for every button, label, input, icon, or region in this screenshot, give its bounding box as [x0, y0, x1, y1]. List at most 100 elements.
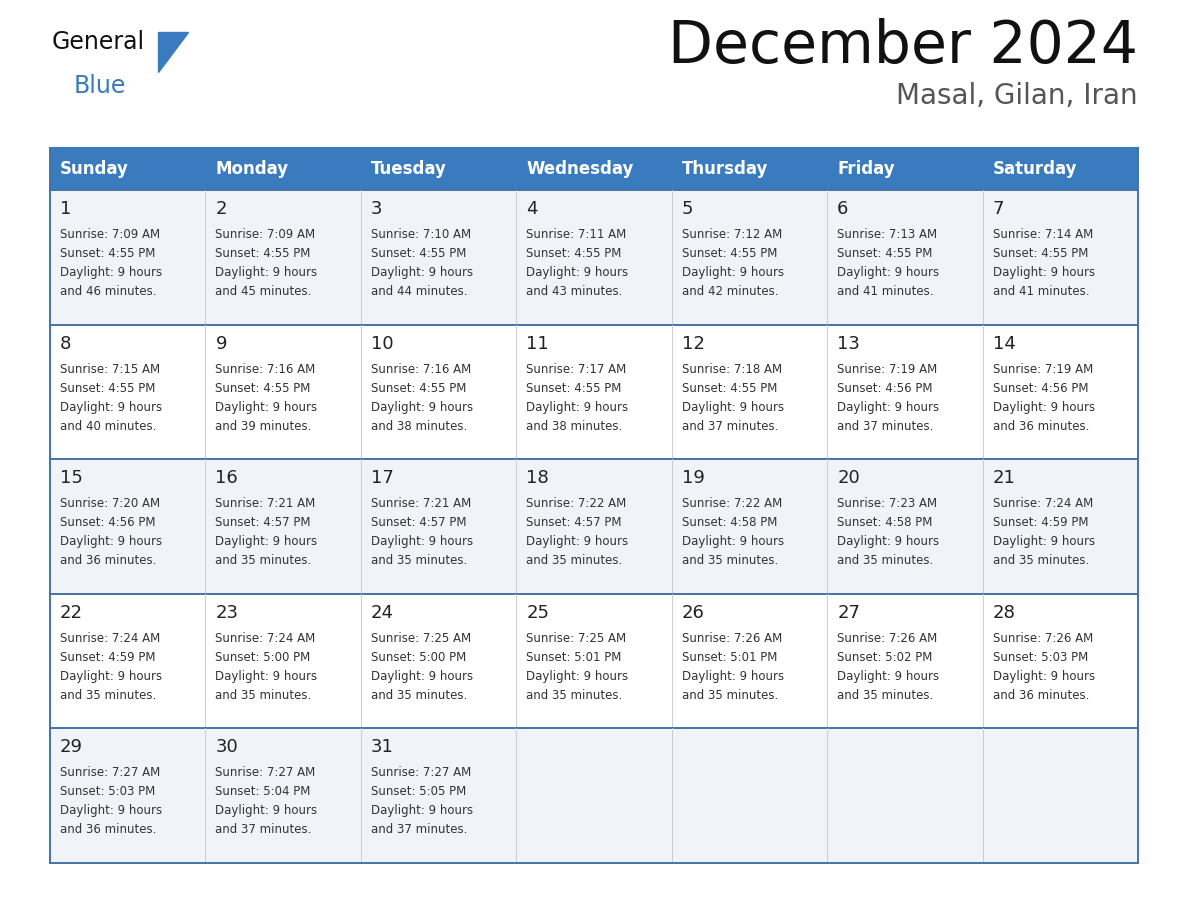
Text: Sunrise: 7:22 AM: Sunrise: 7:22 AM	[682, 498, 782, 510]
Text: and 35 minutes.: and 35 minutes.	[371, 554, 467, 567]
Text: 25: 25	[526, 604, 549, 621]
FancyBboxPatch shape	[517, 148, 671, 190]
Text: and 35 minutes.: and 35 minutes.	[371, 688, 467, 701]
Text: Daylight: 9 hours: Daylight: 9 hours	[215, 670, 317, 683]
Text: and 35 minutes.: and 35 minutes.	[526, 688, 623, 701]
Text: Sunset: 4:55 PM: Sunset: 4:55 PM	[992, 247, 1088, 260]
Text: 14: 14	[992, 334, 1016, 353]
Text: 11: 11	[526, 334, 549, 353]
Text: Daylight: 9 hours: Daylight: 9 hours	[682, 266, 784, 279]
Text: Sunset: 5:04 PM: Sunset: 5:04 PM	[215, 786, 311, 799]
Text: 28: 28	[992, 604, 1016, 621]
Text: Sunset: 4:55 PM: Sunset: 4:55 PM	[838, 247, 933, 260]
Text: 24: 24	[371, 604, 394, 621]
Text: Sunrise: 7:27 AM: Sunrise: 7:27 AM	[215, 767, 316, 779]
Text: Sunrise: 7:12 AM: Sunrise: 7:12 AM	[682, 228, 782, 241]
Text: and 42 minutes.: and 42 minutes.	[682, 285, 778, 298]
Text: Sunset: 4:57 PM: Sunset: 4:57 PM	[371, 516, 467, 529]
FancyBboxPatch shape	[671, 148, 827, 190]
Text: Sunrise: 7:09 AM: Sunrise: 7:09 AM	[61, 228, 160, 241]
Text: Sunset: 4:59 PM: Sunset: 4:59 PM	[61, 651, 156, 664]
Text: Sunrise: 7:16 AM: Sunrise: 7:16 AM	[215, 363, 316, 375]
Text: 26: 26	[682, 604, 704, 621]
Text: and 36 minutes.: and 36 minutes.	[61, 554, 157, 567]
Text: Daylight: 9 hours: Daylight: 9 hours	[992, 670, 1094, 683]
Text: Daylight: 9 hours: Daylight: 9 hours	[526, 670, 628, 683]
Text: and 35 minutes.: and 35 minutes.	[61, 688, 157, 701]
Text: Sunset: 4:55 PM: Sunset: 4:55 PM	[526, 247, 621, 260]
Text: Masal, Gilan, Iran: Masal, Gilan, Iran	[897, 82, 1138, 110]
Text: 17: 17	[371, 469, 393, 487]
FancyBboxPatch shape	[50, 459, 1138, 594]
Text: and 35 minutes.: and 35 minutes.	[215, 554, 311, 567]
Text: 2: 2	[215, 200, 227, 218]
Text: 9: 9	[215, 334, 227, 353]
Text: and 38 minutes.: and 38 minutes.	[526, 420, 623, 432]
Text: Daylight: 9 hours: Daylight: 9 hours	[371, 400, 473, 414]
Text: and 38 minutes.: and 38 minutes.	[371, 420, 467, 432]
Text: Sunrise: 7:27 AM: Sunrise: 7:27 AM	[61, 767, 160, 779]
Text: and 41 minutes.: and 41 minutes.	[838, 285, 934, 298]
Text: Sunrise: 7:19 AM: Sunrise: 7:19 AM	[838, 363, 937, 375]
Text: 15: 15	[61, 469, 83, 487]
FancyBboxPatch shape	[206, 148, 361, 190]
Text: Daylight: 9 hours: Daylight: 9 hours	[992, 266, 1094, 279]
Text: Sunset: 5:03 PM: Sunset: 5:03 PM	[61, 786, 156, 799]
Text: Sunrise: 7:21 AM: Sunrise: 7:21 AM	[215, 498, 316, 510]
Text: 23: 23	[215, 604, 239, 621]
Text: Sunrise: 7:22 AM: Sunrise: 7:22 AM	[526, 498, 626, 510]
Text: Friday: Friday	[838, 160, 895, 178]
Text: and 35 minutes.: and 35 minutes.	[682, 688, 778, 701]
Text: and 41 minutes.: and 41 minutes.	[992, 285, 1089, 298]
Text: and 36 minutes.: and 36 minutes.	[992, 688, 1089, 701]
Text: Sunset: 4:57 PM: Sunset: 4:57 PM	[215, 516, 311, 529]
Text: 20: 20	[838, 469, 860, 487]
Text: Sunrise: 7:18 AM: Sunrise: 7:18 AM	[682, 363, 782, 375]
Text: and 46 minutes.: and 46 minutes.	[61, 285, 157, 298]
Text: Sunset: 5:01 PM: Sunset: 5:01 PM	[526, 651, 621, 664]
Text: 3: 3	[371, 200, 383, 218]
Text: Sunset: 4:56 PM: Sunset: 4:56 PM	[992, 382, 1088, 395]
Text: Daylight: 9 hours: Daylight: 9 hours	[215, 804, 317, 817]
Text: Sunset: 4:57 PM: Sunset: 4:57 PM	[526, 516, 621, 529]
Text: Daylight: 9 hours: Daylight: 9 hours	[838, 266, 940, 279]
Text: Daylight: 9 hours: Daylight: 9 hours	[838, 535, 940, 548]
Text: Sunrise: 7:21 AM: Sunrise: 7:21 AM	[371, 498, 472, 510]
Text: Sunset: 5:00 PM: Sunset: 5:00 PM	[371, 651, 466, 664]
Text: Thursday: Thursday	[682, 160, 769, 178]
Text: Sunset: 4:55 PM: Sunset: 4:55 PM	[682, 382, 777, 395]
Text: Sunrise: 7:11 AM: Sunrise: 7:11 AM	[526, 228, 626, 241]
Text: 6: 6	[838, 200, 848, 218]
Text: Sunrise: 7:16 AM: Sunrise: 7:16 AM	[371, 363, 472, 375]
Text: Sunset: 4:55 PM: Sunset: 4:55 PM	[526, 382, 621, 395]
Text: and 35 minutes.: and 35 minutes.	[838, 688, 934, 701]
Text: Sunset: 5:03 PM: Sunset: 5:03 PM	[992, 651, 1088, 664]
Text: 18: 18	[526, 469, 549, 487]
Text: 22: 22	[61, 604, 83, 621]
Text: Monday: Monday	[215, 160, 289, 178]
Text: Sunset: 4:55 PM: Sunset: 4:55 PM	[61, 382, 156, 395]
Text: Sunrise: 7:15 AM: Sunrise: 7:15 AM	[61, 363, 160, 375]
Text: Daylight: 9 hours: Daylight: 9 hours	[992, 535, 1094, 548]
FancyBboxPatch shape	[50, 325, 1138, 459]
Text: Daylight: 9 hours: Daylight: 9 hours	[838, 670, 940, 683]
Text: Sunset: 4:55 PM: Sunset: 4:55 PM	[215, 247, 311, 260]
Text: Daylight: 9 hours: Daylight: 9 hours	[215, 535, 317, 548]
Text: Sunset: 4:59 PM: Sunset: 4:59 PM	[992, 516, 1088, 529]
FancyBboxPatch shape	[982, 148, 1138, 190]
Text: Sunset: 4:55 PM: Sunset: 4:55 PM	[61, 247, 156, 260]
Text: Sunrise: 7:26 AM: Sunrise: 7:26 AM	[992, 632, 1093, 644]
Text: Daylight: 9 hours: Daylight: 9 hours	[371, 535, 473, 548]
Text: Daylight: 9 hours: Daylight: 9 hours	[215, 400, 317, 414]
Polygon shape	[158, 32, 188, 72]
Text: and 35 minutes.: and 35 minutes.	[526, 554, 623, 567]
Text: 7: 7	[992, 200, 1004, 218]
Text: Sunset: 4:58 PM: Sunset: 4:58 PM	[838, 516, 933, 529]
Text: 4: 4	[526, 200, 538, 218]
Text: Daylight: 9 hours: Daylight: 9 hours	[61, 266, 162, 279]
Text: and 36 minutes.: and 36 minutes.	[992, 420, 1089, 432]
Text: Daylight: 9 hours: Daylight: 9 hours	[682, 535, 784, 548]
Text: and 35 minutes.: and 35 minutes.	[838, 554, 934, 567]
Text: Sunset: 4:56 PM: Sunset: 4:56 PM	[838, 382, 933, 395]
Text: Sunrise: 7:27 AM: Sunrise: 7:27 AM	[371, 767, 472, 779]
